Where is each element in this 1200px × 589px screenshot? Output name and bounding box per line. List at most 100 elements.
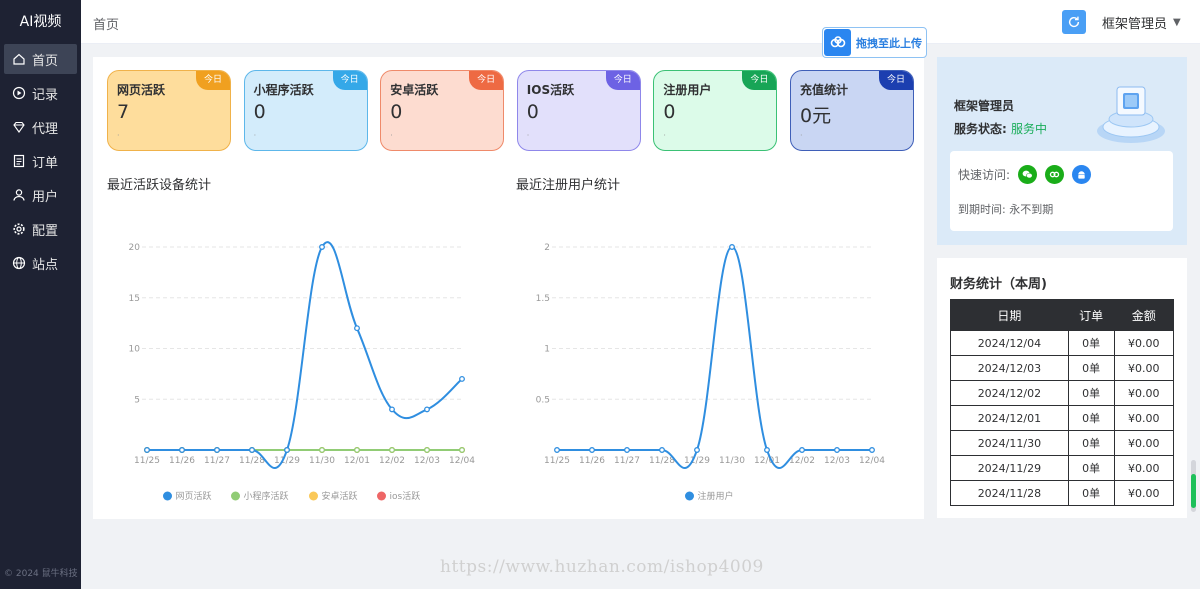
x-tick-label: 12/02 — [379, 456, 405, 466]
table-row: 2024/12/02 0单 ¥0.00 — [950, 380, 1175, 406]
data-point — [799, 447, 805, 453]
status-label: 服务状态: — [954, 122, 1007, 136]
diamond-icon — [12, 120, 26, 134]
data-point — [554, 447, 560, 453]
sidebar-item-label: 配置 — [32, 223, 59, 239]
today-badge: 今日 — [879, 71, 913, 90]
service-status: 服务状态: 服务中 — [954, 120, 1047, 137]
table-cell: 0单 — [1067, 480, 1115, 506]
x-tick-label: 12/01 — [754, 456, 780, 466]
home-icon — [12, 52, 26, 66]
today-badge: 今日 — [469, 71, 504, 90]
x-tick-label: 11/30 — [309, 456, 335, 466]
legend-label: 网页活跃 — [176, 490, 212, 502]
data-point — [319, 447, 325, 453]
y-tick-label: 0.5 — [536, 395, 550, 405]
active-device-chart: 5 10 15 20 11/25 11/26 11/27 11/28 11/29 11/30 12/… — [129, 241, 475, 502]
scrollbar-thumb[interactable] — [1191, 474, 1196, 508]
refresh-button[interactable] — [1062, 10, 1086, 34]
stat-title: 网页活跃 — [117, 83, 166, 97]
sidebar-item-0[interactable]: 首页 — [4, 44, 77, 74]
legend-label: ios活跃 — [390, 490, 421, 502]
sidebar-item-label: 订单 — [32, 155, 59, 171]
expire-row: 到期时间: 永不到期 — [958, 201, 1053, 217]
stat-dot: · — [663, 131, 666, 140]
today-badge: 今日 — [742, 71, 777, 90]
x-tick-label: 11/29 — [684, 456, 710, 466]
table-cell: 2024/12/04 — [950, 330, 1069, 356]
sidebar-item-label: 首页 — [32, 53, 59, 69]
x-tick-label: 11/26 — [169, 456, 195, 466]
finance-panel: 财务统计（本周) 日期 订单 金额 2024/12/04 0单 ¥0.00 2024/12… — [937, 258, 1187, 518]
stat-value: 0 — [663, 101, 676, 123]
legend-marker — [231, 491, 240, 501]
finance-header: 日期 — [950, 299, 1069, 331]
breadcrumb[interactable]: 首页 — [93, 18, 120, 33]
y-tick-label: 10 — [129, 345, 141, 355]
table-row: 2024/12/03 0单 ¥0.00 — [950, 355, 1175, 381]
data-point — [249, 447, 255, 453]
today-badge: 今日 — [605, 71, 640, 90]
watermark: https://www.huzhan.com/ishop4009 — [440, 557, 764, 577]
sidebar-item-label: 代理 — [32, 121, 59, 137]
stat-dot: · — [526, 131, 530, 140]
legend-marker — [309, 491, 318, 501]
stat-dot: · — [117, 131, 120, 140]
legend-marker — [163, 491, 172, 501]
sidebar-item-label: 记录 — [32, 87, 59, 103]
stat-card: 安卓活跃 0 · 今日 — [380, 70, 505, 151]
table-cell: 0单 — [1067, 455, 1115, 481]
table-row: 2024/12/04 0单 ¥0.00 — [950, 330, 1175, 356]
sidebar-item-5[interactable]: 配置 — [4, 214, 77, 244]
sidebar-item-4[interactable]: 用户 — [4, 180, 77, 210]
x-tick-label: 12/03 — [414, 456, 440, 466]
data-point — [764, 447, 770, 453]
x-tick-label: 11/26 — [579, 456, 605, 466]
sidebar-item-1[interactable]: 记录 — [4, 78, 77, 108]
user-icon — [12, 188, 26, 202]
android-icon[interactable] — [1072, 165, 1092, 184]
legend-marker — [685, 491, 694, 501]
status-value: 服务中 — [1011, 122, 1048, 136]
top-header: 首页 框架管理员 ▼ — [81, 0, 1200, 44]
stat-value: 0 — [390, 101, 403, 123]
table-cell: 0单 — [1067, 330, 1115, 356]
copyright: © 2024 鼠牛科技 — [4, 569, 78, 579]
stat-card: 充值统计 0元 · 今日 — [790, 70, 914, 151]
upload-label: 拖拽至此上传 — [856, 36, 922, 50]
table-cell: 2024/11/30 — [950, 430, 1069, 456]
data-point — [659, 447, 665, 453]
quick-access-label: 快速访问: — [958, 168, 1011, 182]
x-tick-label: 11/27 — [204, 456, 230, 466]
sidebar-item-6[interactable]: 站点 — [4, 248, 77, 278]
y-tick-label: 1.5 — [536, 294, 550, 304]
data-point — [694, 447, 700, 453]
table-cell: ¥0.00 — [1113, 480, 1175, 506]
table-cell: 2024/11/29 — [950, 455, 1069, 481]
sidebar-item-3[interactable]: 订单 — [4, 146, 77, 176]
upload-button[interactable]: 拖拽至此上传 — [822, 27, 927, 58]
chevron-down-icon: ▼ — [1173, 17, 1181, 28]
x-tick-label: 12/04 — [449, 456, 475, 466]
table-cell: ¥0.00 — [1113, 380, 1175, 406]
table-cell: 2024/11/28 — [950, 480, 1069, 506]
stat-card: 注册用户 0 · 今日 — [653, 70, 778, 151]
today-badge: 今日 — [332, 71, 367, 90]
stat-value: 7 — [117, 101, 130, 123]
x-tick-label: 12/03 — [824, 456, 850, 466]
user-menu[interactable]: 框架管理员 ▼ — [1102, 13, 1181, 32]
table-row: 2024/12/01 0单 ¥0.00 — [950, 405, 1175, 431]
finance-title: 财务统计（本周) — [950, 277, 1047, 292]
sidebar-item-2[interactable]: 代理 — [4, 112, 77, 142]
stat-title: 注册用户 — [663, 83, 712, 97]
wechat-icon[interactable] — [1018, 165, 1038, 184]
quick-access-card: 快速访问: 到期时间: 永不到期 — [950, 151, 1173, 231]
table-cell: 0单 — [1067, 405, 1115, 431]
link-icon[interactable] — [1045, 165, 1065, 184]
data-point — [354, 447, 360, 453]
refresh-icon — [1068, 16, 1080, 28]
scrollbar[interactable] — [1191, 460, 1196, 512]
data-point — [589, 447, 595, 453]
series-line — [147, 241, 463, 469]
x-tick-label: 12/01 — [344, 456, 370, 466]
